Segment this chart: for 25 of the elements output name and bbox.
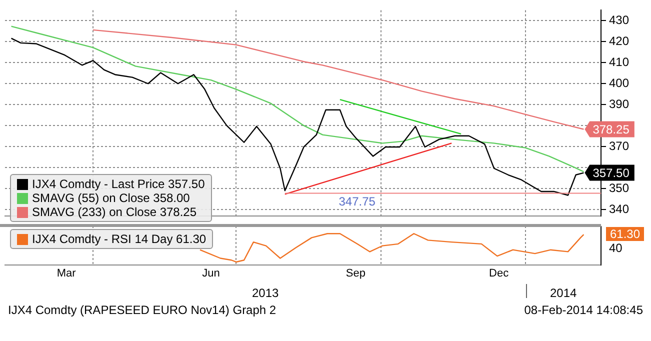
x-tick-label: Mar	[56, 267, 76, 280]
y-tick-label: 390	[609, 96, 630, 111]
text: 08-Feb-2014 14:08:45	[524, 303, 643, 317]
text: 61.30	[606, 227, 644, 241]
y-tick-label: 340	[609, 202, 630, 216]
ref-line-label: 347.75	[338, 194, 376, 209]
y-tick-label: 420	[609, 34, 630, 48]
data-label: 378.25	[592, 122, 630, 137]
x-tick-label: Jun	[202, 267, 220, 280]
y-tick-label: 350	[609, 180, 630, 195]
text: 2013	[252, 286, 279, 300]
y-tick-label: 400	[609, 76, 630, 90]
x-tick-label: Dec	[489, 267, 510, 280]
x-tick-label: Sep	[346, 267, 366, 280]
text: IJX4 Comdty (RAPESEED EURO Nov14) Graph 2	[8, 303, 276, 317]
legend-label: IJX4 Comdty - Last Price 357.50	[32, 177, 205, 191]
legend-label: SMAVG (55) on Close 358.00	[32, 191, 190, 205]
data-label: 357.50	[592, 166, 630, 180]
text: 40	[609, 241, 622, 255]
y-tick-label: 370	[609, 138, 630, 153]
text: 2014	[550, 286, 577, 300]
legend-label: IJX4 Comdty - RSI 14 Day 61.30	[32, 232, 206, 246]
y-tick-label: 410	[609, 54, 630, 69]
y-tick-label: 430	[609, 13, 630, 27]
legend-label: SMAVG (233) on Close 378.25	[32, 205, 197, 219]
